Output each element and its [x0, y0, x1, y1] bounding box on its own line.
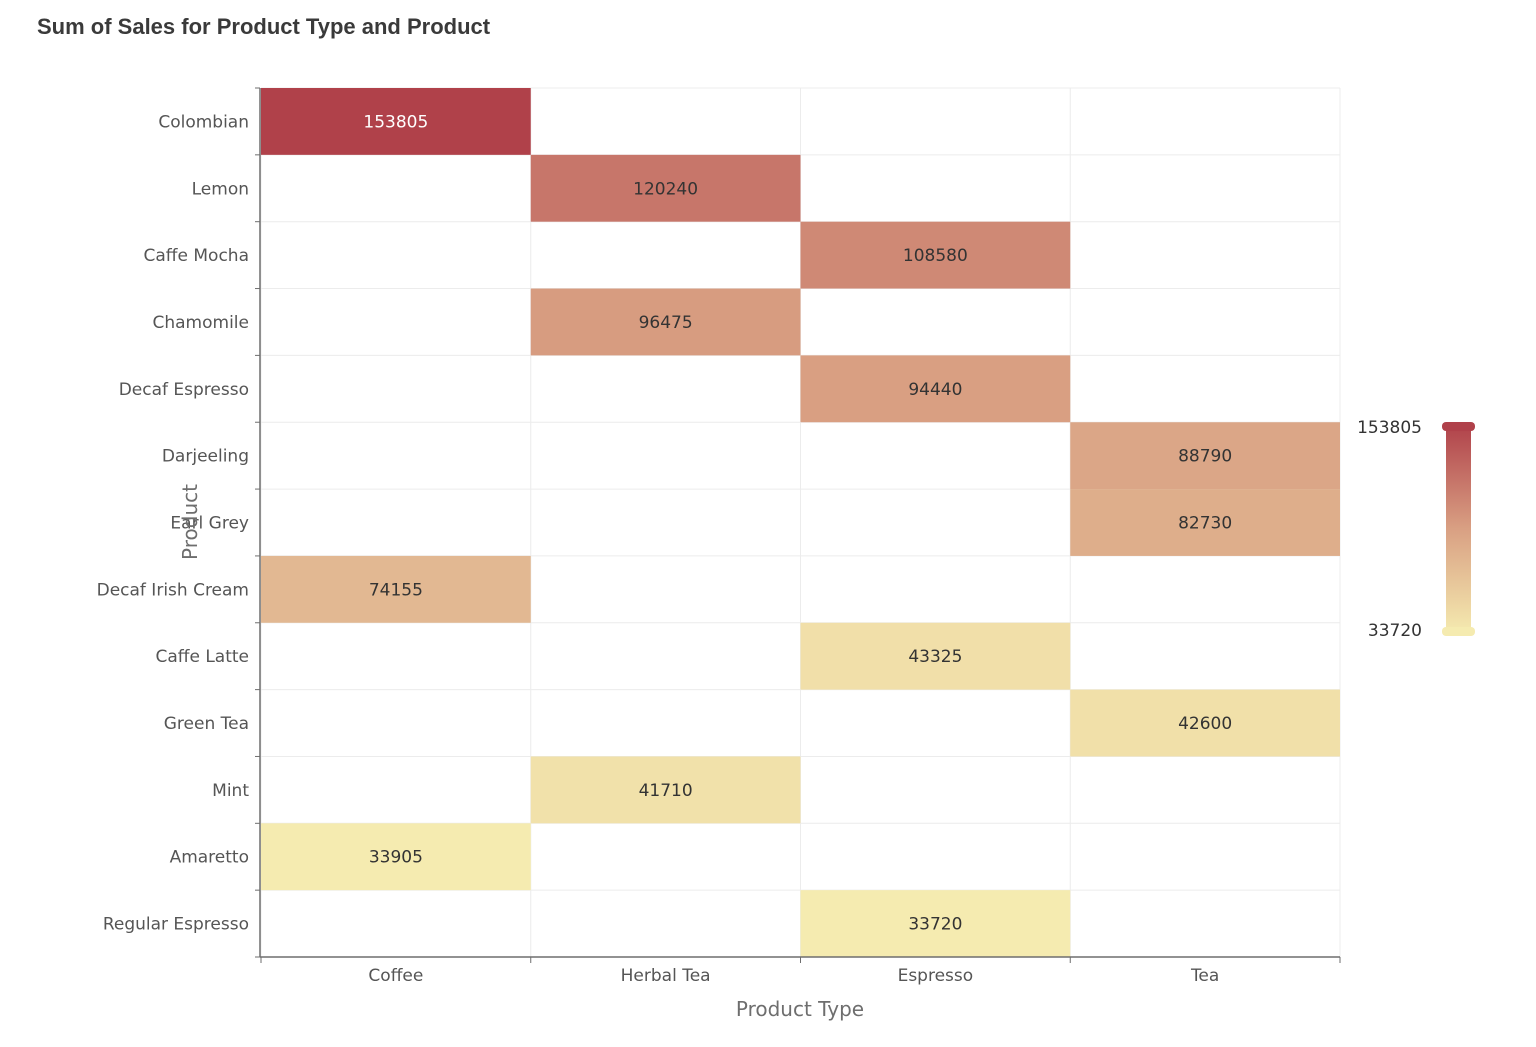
cell-value-label: 96475	[639, 313, 693, 333]
heatmap-cell	[1070, 422, 1340, 490]
heatmap-cell	[800, 221, 1071, 289]
cell-value-label: 41710	[639, 781, 693, 801]
y-tick-label: Lemon	[192, 179, 249, 199]
cell-value-label: 82730	[1178, 514, 1232, 534]
x-tick-label: Espresso	[898, 966, 974, 986]
heatmap-cell	[800, 890, 1071, 957]
heatmap-cell	[530, 288, 801, 356]
color-legend: 153805 33720	[1357, 418, 1475, 641]
cell-value-label: 33905	[369, 848, 423, 868]
y-tick-label: Mint	[212, 781, 249, 801]
x-tick-label: Herbal Tea	[621, 966, 711, 986]
cell-value-label: 94440	[908, 380, 962, 400]
x-axis-title: Product Type	[736, 997, 864, 1021]
y-tick-label: Chamomile	[153, 313, 250, 333]
heatmap-cells: 153805 120240 108580 96475 94440 88790 82730 74…	[261, 88, 1340, 957]
heatmap-cell	[261, 823, 531, 891]
legend-min-label: 33720	[1368, 621, 1422, 641]
y-tick-label: Amaretto	[170, 848, 249, 868]
y-tick-label: Darjeeling	[162, 447, 249, 467]
x-tick-label: Coffee	[368, 966, 423, 986]
heatmap-cell	[530, 756, 801, 824]
cell-value-label: 74155	[369, 580, 423, 600]
y-tick-label: Earl Grey	[170, 514, 249, 534]
cell-value-label: 43325	[908, 647, 962, 667]
cell-value-label: 108580	[903, 246, 968, 266]
y-tick-label: Regular Espresso	[103, 915, 249, 935]
heatmap-cell	[800, 355, 1071, 423]
y-axis-title: Product	[178, 484, 202, 560]
y-tick-label: Decaf Espresso	[119, 380, 249, 400]
cell-value-label: 120240	[633, 179, 698, 199]
chart-title: Sum of Sales for Product Type and Produc…	[37, 14, 491, 39]
cell-value-label: 88790	[1178, 447, 1232, 467]
heatmap-cell	[1070, 489, 1340, 556]
legend-min-handle	[1442, 627, 1475, 636]
legend-max-handle	[1442, 422, 1475, 431]
cell-value-label: 153805	[363, 112, 428, 132]
cell-value-label: 42600	[1178, 714, 1232, 734]
legend-color-bar	[1446, 424, 1471, 634]
heatmap-cell	[800, 622, 1071, 690]
y-tick-label: Colombian	[158, 112, 249, 132]
y-tick-label: Caffe Mocha	[144, 246, 249, 266]
heatmap-cell	[261, 555, 531, 623]
y-tick-label: Decaf Irish Cream	[97, 580, 249, 600]
x-tick-label: Tea	[1190, 966, 1219, 986]
cell-value-label: 33720	[908, 915, 962, 935]
legend-max-label: 153805	[1357, 418, 1422, 438]
axes: Colombian Lemon Caffe Mocha Chamomile Decaf …	[97, 87, 1341, 986]
heatmap-cell	[530, 154, 801, 222]
heatmap-cell	[261, 88, 531, 155]
heatmap-cell	[1070, 689, 1340, 757]
y-tick-label: Caffe Latte	[155, 647, 249, 667]
y-tick-label: Green Tea	[164, 714, 249, 734]
